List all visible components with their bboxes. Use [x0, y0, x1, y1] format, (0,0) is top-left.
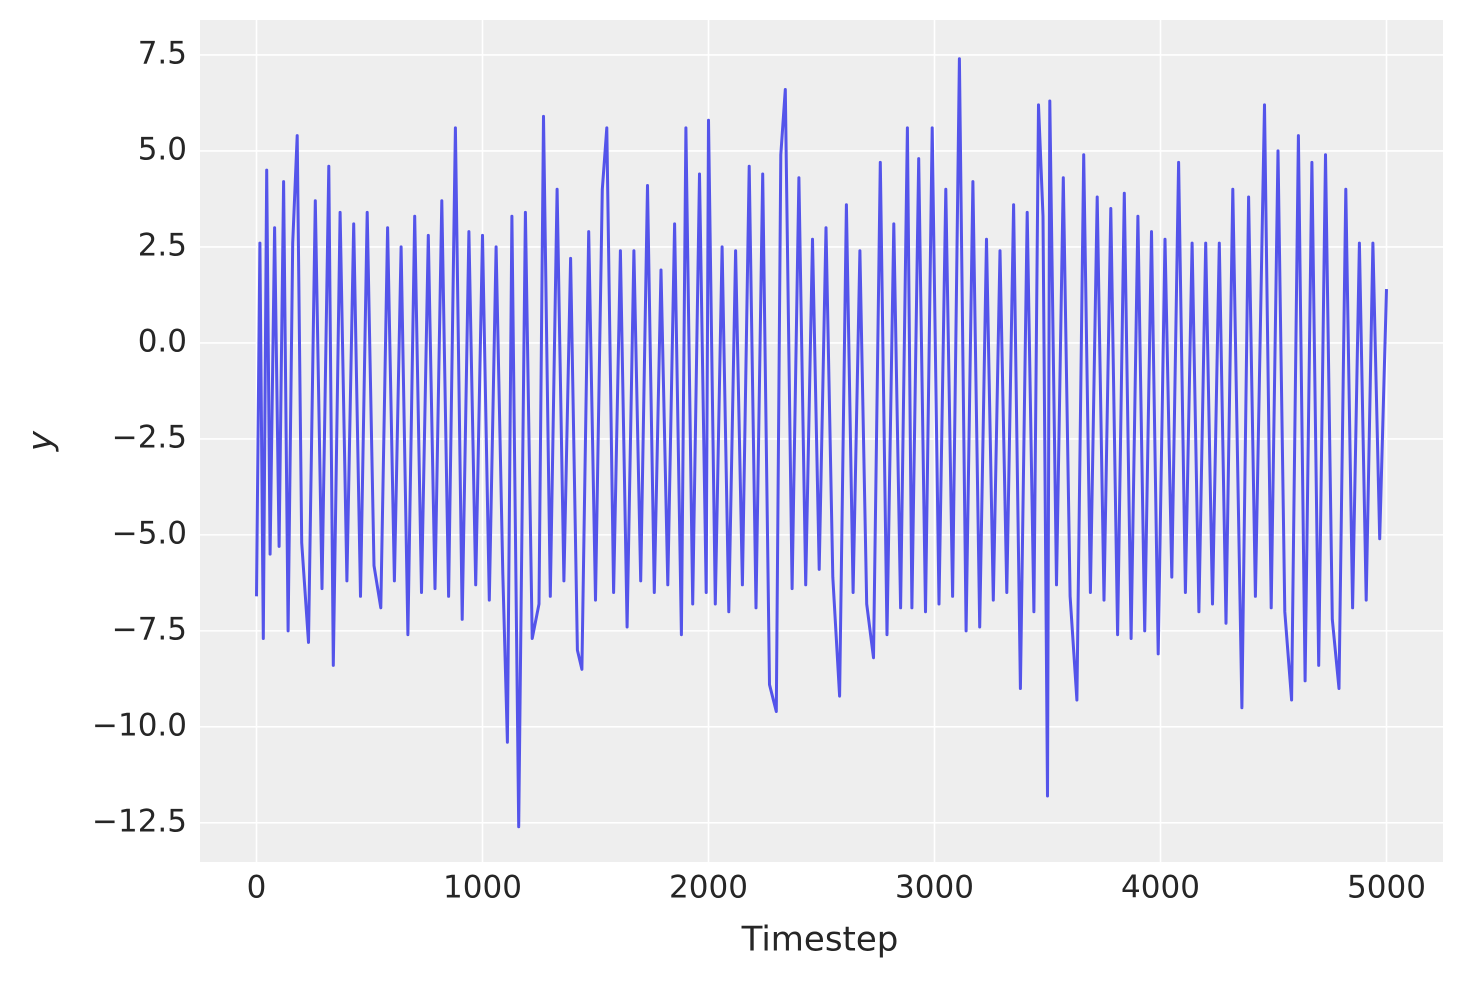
x-tick-label: 2000 — [669, 870, 748, 906]
x-tick-label: 4000 — [1121, 870, 1200, 906]
y-tick-label: 0.0 — [138, 323, 187, 359]
y-tick-label: −5.0 — [112, 515, 187, 551]
x-tick-label: 5000 — [1347, 870, 1426, 906]
x-tick-label: 3000 — [895, 870, 974, 906]
y-tick-label: 5.0 — [138, 131, 187, 167]
y-axis-label: y — [21, 430, 61, 452]
y-tick-label: −2.5 — [112, 419, 187, 455]
y-tick-label: −7.5 — [112, 611, 187, 647]
y-tick-label: −10.0 — [92, 707, 187, 743]
x-tick-label: 1000 — [443, 870, 522, 906]
y-tick-label: −12.5 — [92, 803, 187, 839]
y-tick-label: 7.5 — [138, 35, 187, 71]
x-axis-label: Timestep — [741, 920, 899, 960]
y-tick-label: 2.5 — [138, 227, 187, 263]
x-tick-label: 0 — [247, 870, 267, 906]
data-line — [255, 57, 1388, 829]
